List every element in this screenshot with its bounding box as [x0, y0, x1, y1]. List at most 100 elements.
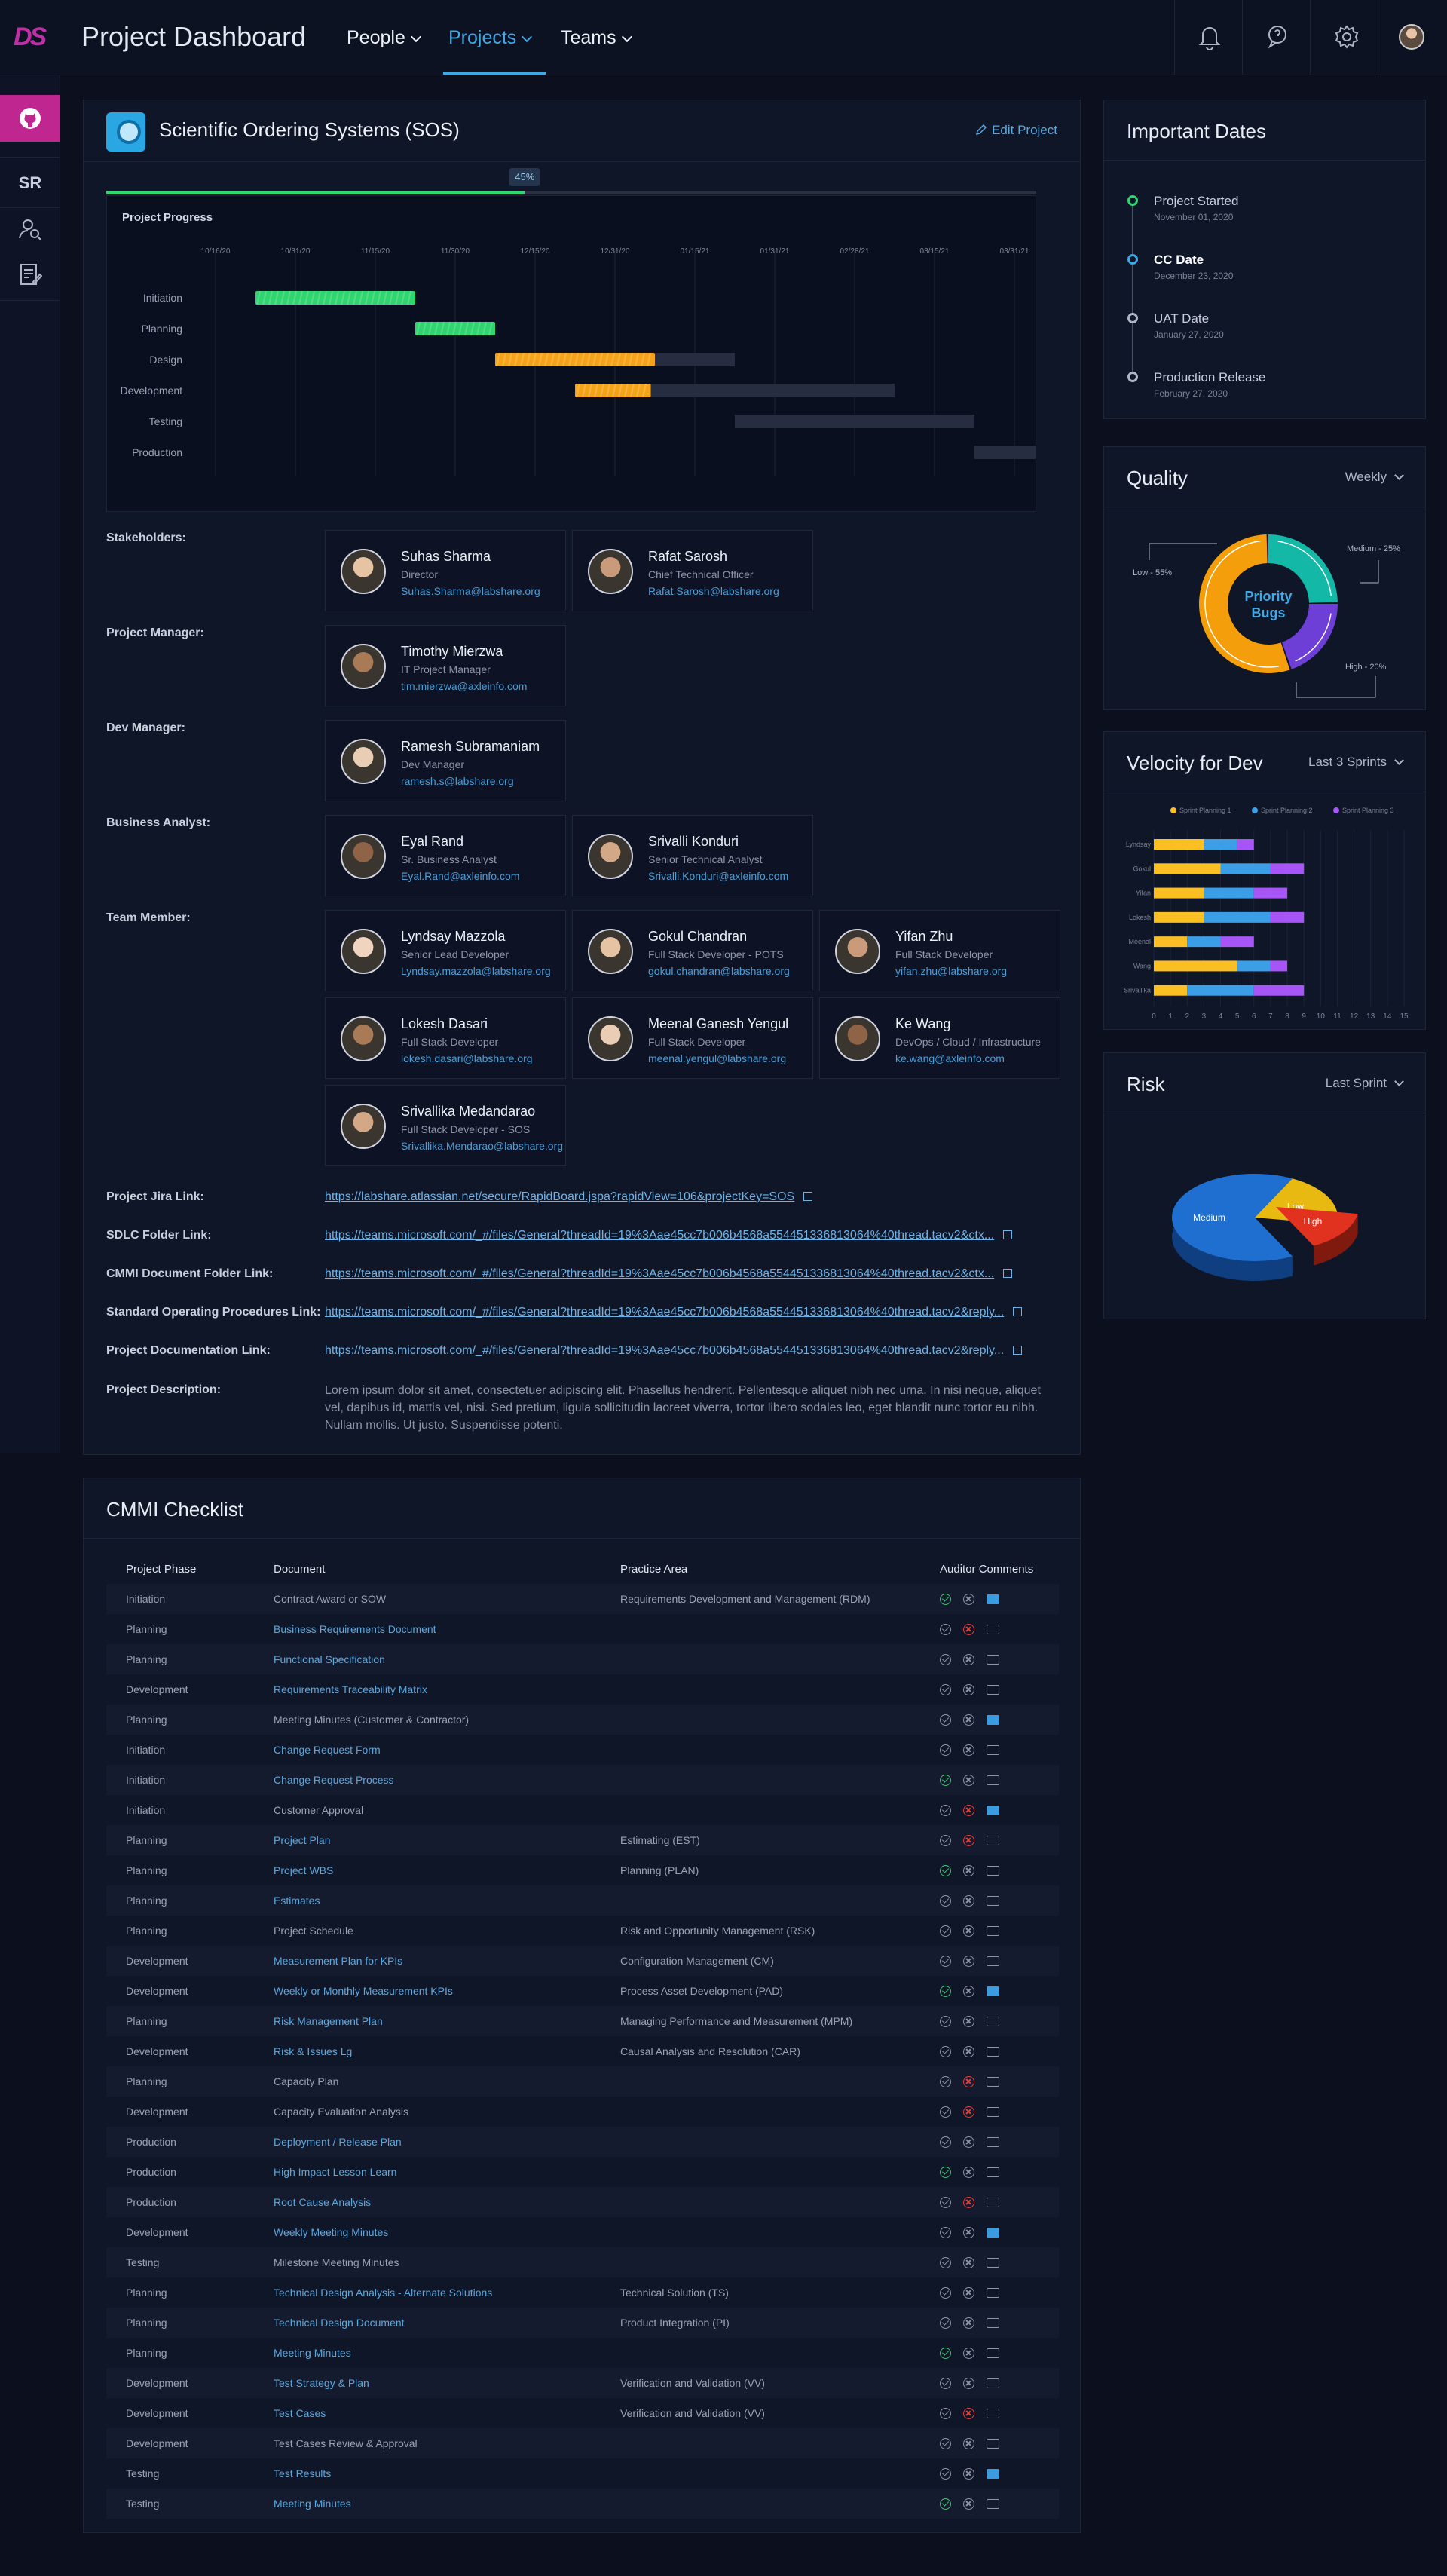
approve-check-icon[interactable]: [940, 1805, 951, 1817]
nav-projects[interactable]: Projects: [448, 27, 533, 49]
comment-icon[interactable]: [987, 1775, 999, 1786]
velocity-bar-segment[interactable]: [1220, 863, 1271, 874]
person-card[interactable]: Suhas Sharma Director Suhas.Sharma@labshar…: [325, 530, 566, 611]
approve-check-icon[interactable]: [940, 1986, 951, 1998]
reject-x-icon[interactable]: [963, 2197, 974, 2209]
comment-icon[interactable]: [987, 2469, 999, 2480]
document-link[interactable]: Technical Design Document: [274, 2317, 405, 2329]
person-email[interactable]: Srivalli.Konduri@axleinfo.com: [648, 870, 789, 882]
velocity-bar-segment[interactable]: [1154, 960, 1237, 972]
document-link[interactable]: High Impact Lesson Learn: [274, 2166, 397, 2178]
person-card[interactable]: Eyal Rand Sr. Business Analyst Eyal.Rand@a…: [325, 815, 566, 896]
document-link[interactable]: Technical Design Analysis - Alternate So…: [274, 2287, 493, 2299]
velocity-bar-segment[interactable]: [1237, 960, 1271, 972]
person-email[interactable]: Rafat.Sarosh@labshare.org: [648, 585, 779, 597]
approve-check-icon[interactable]: [940, 1594, 951, 1606]
document-link[interactable]: Meeting Minutes: [274, 2347, 351, 2359]
velocity-bar-segment[interactable]: [1154, 863, 1221, 874]
gantt-bar-completed[interactable]: [495, 353, 655, 366]
gantt-bar-completed[interactable]: [255, 291, 415, 305]
document-link[interactable]: Functional Specification: [274, 1653, 385, 1665]
reject-x-icon[interactable]: [963, 1654, 974, 1666]
person-card[interactable]: Lyndsay Mazzola Senior Lead Developer Lynd…: [325, 910, 566, 991]
reject-x-icon[interactable]: [963, 2106, 974, 2118]
comment-icon[interactable]: [987, 1715, 999, 1726]
settings-button[interactable]: [1310, 0, 1378, 75]
comment-icon[interactable]: [987, 1594, 999, 1605]
nav-teams[interactable]: Teams: [561, 27, 632, 49]
quality-period-dropdown[interactable]: Weekly: [1345, 470, 1404, 485]
person-email[interactable]: Lyndsay.mazzola@labshare.org: [401, 965, 551, 977]
velocity-bar-segment[interactable]: [1220, 936, 1254, 948]
velocity-bar-segment[interactable]: [1270, 911, 1305, 923]
approve-check-icon[interactable]: [940, 1624, 951, 1636]
comment-icon[interactable]: [987, 1625, 999, 1635]
document-link[interactable]: Meeting Minutes: [274, 2498, 351, 2510]
document-link[interactable]: Test Results: [274, 2467, 332, 2480]
reject-x-icon[interactable]: [963, 2046, 974, 2058]
velocity-bar-segment[interactable]: [1154, 985, 1188, 996]
comment-icon[interactable]: [987, 2228, 999, 2238]
comment-icon[interactable]: [987, 1956, 999, 1967]
document-link[interactable]: Change Request Form: [274, 1744, 381, 1756]
approve-check-icon[interactable]: [940, 1684, 951, 1696]
reject-x-icon[interactable]: [963, 1895, 974, 1907]
sidebar-item-github[interactable]: [0, 95, 60, 142]
reject-x-icon[interactable]: [963, 1714, 974, 1726]
velocity-bar-segment[interactable]: [1154, 911, 1204, 923]
cmmi-folder-link[interactable]: https://teams.microsoft.com/_#/files/Gen…: [325, 1267, 1013, 1281]
person-email[interactable]: yifan.zhu@labshare.org: [895, 965, 1008, 977]
document-link[interactable]: Weekly or Monthly Measurement KPIs: [274, 1985, 453, 1997]
comment-icon[interactable]: [987, 1655, 999, 1665]
reject-x-icon[interactable]: [963, 1925, 974, 1937]
person-email[interactable]: ke.wang@axleinfo.com: [895, 1052, 1005, 1064]
approve-check-icon[interactable]: [940, 2498, 951, 2510]
reject-x-icon[interactable]: [963, 1684, 974, 1696]
reject-x-icon[interactable]: [963, 2378, 974, 2390]
approve-check-icon[interactable]: [940, 2046, 951, 2058]
person-card[interactable]: Srivalli Konduri Senior Technical Analyst…: [572, 815, 813, 896]
approve-check-icon[interactable]: [940, 2317, 951, 2329]
reject-x-icon[interactable]: [963, 1835, 974, 1847]
reject-x-icon[interactable]: [963, 2227, 974, 2239]
approve-check-icon[interactable]: [940, 2257, 951, 2269]
approve-check-icon[interactable]: [940, 2438, 951, 2450]
document-link[interactable]: Requirements Traceability Matrix: [274, 1683, 427, 1695]
person-card[interactable]: Ke Wang DevOps / Cloud / Infrastructure ke…: [819, 997, 1060, 1079]
velocity-bar-segment[interactable]: [1253, 887, 1288, 899]
reject-x-icon[interactable]: [963, 2257, 974, 2269]
reject-x-icon[interactable]: [963, 2136, 974, 2149]
person-card[interactable]: Yifan Zhu Full Stack Developer yifan.zhu@l…: [819, 910, 1060, 991]
reject-x-icon[interactable]: [963, 1956, 974, 1968]
approve-check-icon[interactable]: [940, 1654, 951, 1666]
approve-check-icon[interactable]: [940, 2468, 951, 2480]
comment-icon[interactable]: [987, 1896, 999, 1907]
comment-icon[interactable]: [987, 2107, 999, 2118]
approve-check-icon[interactable]: [940, 1744, 951, 1757]
person-card[interactable]: Gokul Chandran Full Stack Developer - POT…: [572, 910, 813, 991]
document-link[interactable]: Risk & Issues Lg: [274, 2045, 353, 2057]
approve-check-icon[interactable]: [940, 1956, 951, 1968]
document-link[interactable]: Measurement Plan for KPIs: [274, 1955, 403, 1967]
comment-icon[interactable]: [987, 2439, 999, 2449]
gantt-bar-remaining[interactable]: [735, 415, 974, 428]
comment-icon[interactable]: [987, 2348, 999, 2359]
approve-check-icon[interactable]: [940, 2408, 951, 2420]
velocity-bar-segment[interactable]: [1204, 911, 1271, 923]
reject-x-icon[interactable]: [963, 1775, 974, 1787]
reject-x-icon[interactable]: [963, 2348, 974, 2360]
comment-icon[interactable]: [987, 1685, 999, 1695]
person-email[interactable]: ramesh.s@labshare.org: [401, 775, 514, 787]
reject-x-icon[interactable]: [963, 2438, 974, 2450]
gantt-bar-completed[interactable]: [415, 322, 495, 335]
approve-check-icon[interactable]: [940, 2197, 951, 2209]
velocity-bar-segment[interactable]: [1204, 887, 1254, 899]
reject-x-icon[interactable]: [963, 2076, 974, 2088]
comment-icon[interactable]: [987, 2077, 999, 2087]
document-link[interactable]: Change Request Process: [274, 1774, 394, 1786]
donut-slice-high[interactable]: [1282, 604, 1338, 669]
document-link[interactable]: Root Cause Analysis: [274, 2196, 372, 2208]
approve-check-icon[interactable]: [940, 2348, 951, 2360]
reject-x-icon[interactable]: [963, 2167, 974, 2179]
reject-x-icon[interactable]: [963, 2498, 974, 2510]
